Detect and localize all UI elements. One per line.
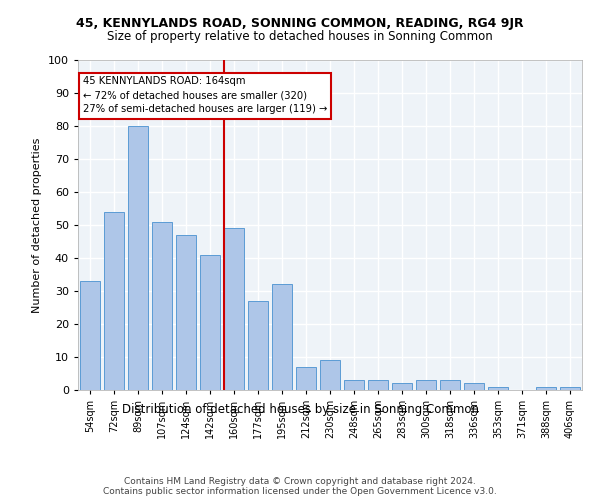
Bar [128,126,148,390]
Text: Size of property relative to detached houses in Sonning Common: Size of property relative to detached ho… [107,30,493,43]
Text: Contains HM Land Registry data © Crown copyright and database right 2024.: Contains HM Land Registry data © Crown c… [124,478,476,486]
Bar [320,360,340,390]
Y-axis label: Number of detached properties: Number of detached properties [32,138,43,312]
Bar [392,384,412,390]
Text: Distribution of detached houses by size in Sonning Common: Distribution of detached houses by size … [121,402,479,415]
Bar [104,212,124,390]
Bar [560,386,580,390]
Bar [200,254,220,390]
Bar [464,384,484,390]
Bar [368,380,388,390]
Bar [488,386,508,390]
Text: Contains public sector information licensed under the Open Government Licence v3: Contains public sector information licen… [103,488,497,496]
Bar [224,228,244,390]
Bar [176,235,196,390]
Bar [344,380,364,390]
Bar [536,386,556,390]
Bar [152,222,172,390]
Bar [296,367,316,390]
Bar [416,380,436,390]
Bar [248,301,268,390]
Bar [80,281,100,390]
Bar [272,284,292,390]
Text: 45, KENNYLANDS ROAD, SONNING COMMON, READING, RG4 9JR: 45, KENNYLANDS ROAD, SONNING COMMON, REA… [76,18,524,30]
Text: 45 KENNYLANDS ROAD: 164sqm
← 72% of detached houses are smaller (320)
27% of sem: 45 KENNYLANDS ROAD: 164sqm ← 72% of deta… [83,76,327,114]
Bar [440,380,460,390]
